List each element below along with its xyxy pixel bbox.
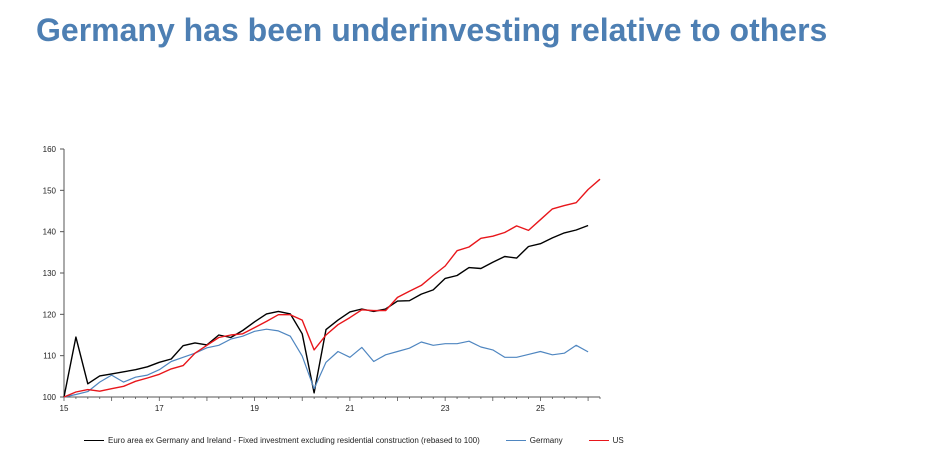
y-tick-label: 120 [43, 310, 57, 319]
legend-swatch-germany [505, 439, 526, 442]
legend-label-euro: Euro area ex Germany and Ireland - Fixed… [108, 436, 480, 445]
legend-item: Euro area ex Germany and Ireland - Fixed… [84, 436, 480, 445]
x-tick-label: 21 [345, 404, 354, 413]
y-tick-label: 110 [43, 352, 56, 361]
legend-label-germany: Germany [529, 436, 563, 445]
legend-swatch-us [588, 439, 609, 442]
x-tick-label: 15 [60, 404, 69, 413]
x-tick-label: 17 [155, 404, 164, 413]
legend-item: US [588, 436, 624, 445]
x-tick-label: 25 [536, 404, 545, 413]
chart-legend: Euro area ex Germany and Ireland - Fixed… [84, 436, 650, 445]
page-title: Germany has been underinvesting relative… [36, 12, 828, 48]
y-tick-label: 130 [43, 269, 57, 278]
series-line-germany [63, 328, 589, 398]
legend-label-us: US [612, 436, 624, 445]
y-tick-label: 160 [43, 145, 57, 154]
x-tick-label: 19 [250, 404, 259, 413]
y-tick-label: 100 [43, 393, 57, 402]
y-tick-label: 150 [43, 186, 57, 195]
x-tick-label: 23 [441, 404, 450, 413]
series-line-us [63, 178, 601, 398]
legend-swatch-euro [84, 439, 104, 442]
legend-item: Germany [505, 436, 563, 445]
chart-series [63, 178, 601, 398]
y-tick-label: 140 [43, 228, 57, 237]
chart-axes: 100 110 120 130 140 150 160 15 17 19 21 23 25 [43, 145, 601, 413]
series-line-euro-area [63, 224, 589, 398]
